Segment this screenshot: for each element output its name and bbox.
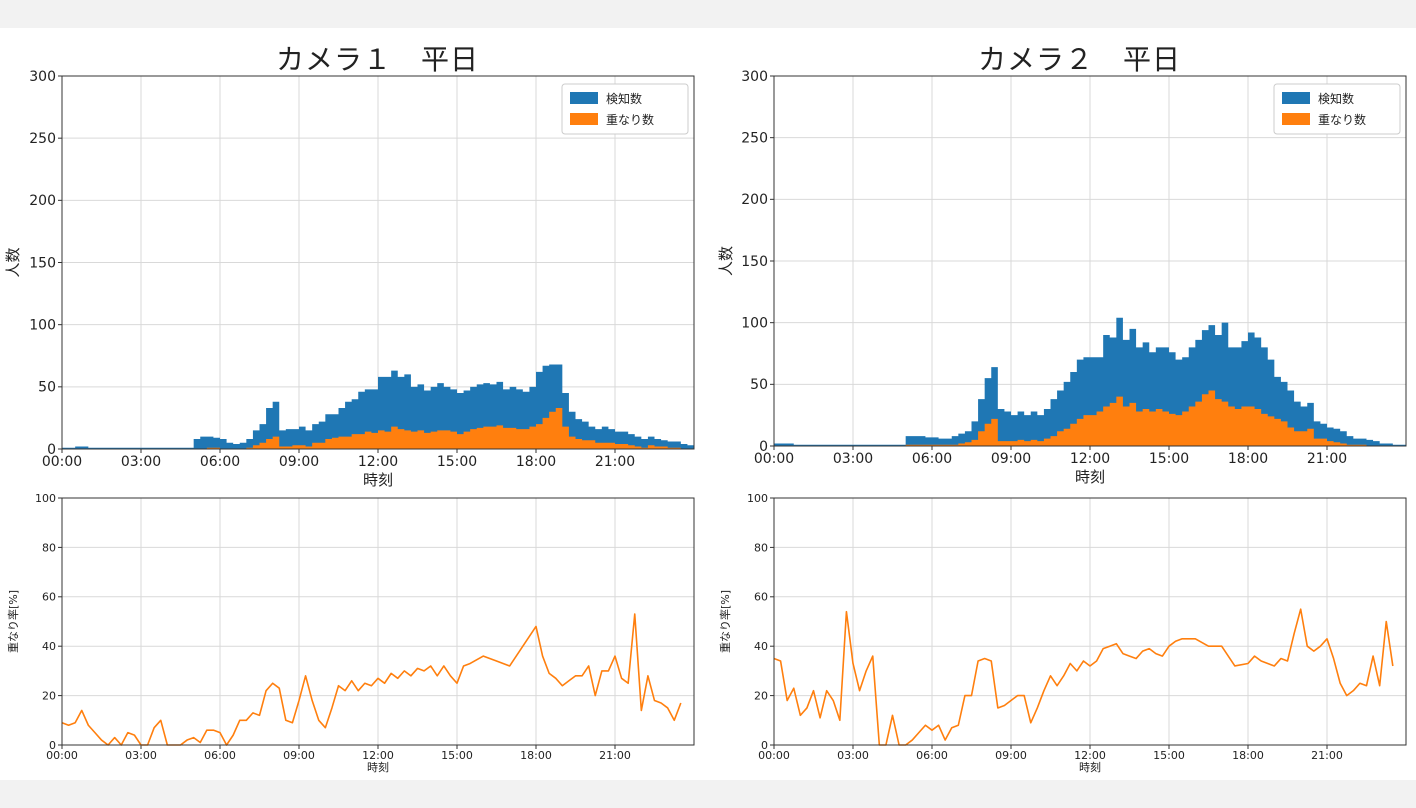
x-tick-label: 12:00 xyxy=(358,454,398,470)
y-tick-label: 40 xyxy=(42,640,56,653)
x-tick-label: 00:00 xyxy=(42,454,82,470)
x-tick-label: 18:00 xyxy=(1228,451,1268,467)
x-tick-label: 21:00 xyxy=(1311,749,1343,762)
x-tick-label: 15:00 xyxy=(1153,749,1185,762)
legend-swatch xyxy=(1282,113,1310,125)
x-axis-label: 時刻 xyxy=(363,471,393,489)
axes-frame xyxy=(61,75,695,450)
x-tick-label: 03:00 xyxy=(833,451,873,467)
y-tick-label: 60 xyxy=(42,591,56,604)
axes-frame xyxy=(61,497,695,746)
y-tick-label: 200 xyxy=(29,193,56,209)
y-tick-label: 0 xyxy=(47,442,56,458)
x-tick-label: 09:00 xyxy=(283,749,315,762)
y-axis-label: 重なり率[%] xyxy=(718,590,732,653)
y-tick-label: 0 xyxy=(49,739,56,752)
y-tick-label: 40 xyxy=(754,640,768,653)
line-series-overlap-rate xyxy=(773,608,1394,746)
x-tick-label: 03:00 xyxy=(121,454,161,470)
legend-label: 検知数 xyxy=(1318,91,1354,106)
chart-title-camera1: カメラ１ 平日 xyxy=(276,43,480,76)
x-tick-label: 09:00 xyxy=(279,454,319,470)
y-tick-label: 300 xyxy=(741,69,768,85)
legend-label: 重なり数 xyxy=(606,112,654,127)
bar-series-overlap xyxy=(62,407,694,449)
y-tick-label: 80 xyxy=(754,541,768,554)
axes-frame xyxy=(773,497,1407,746)
legend-swatch xyxy=(570,92,598,104)
x-tick-label: 21:00 xyxy=(595,454,635,470)
x-axis-label: 時刻 xyxy=(367,760,389,774)
y-axis-label: 人数 xyxy=(717,246,735,276)
y-tick-label: 50 xyxy=(38,380,56,396)
line-series-overlap-rate xyxy=(61,613,682,746)
axes-frame xyxy=(773,75,1407,447)
y-axis-label: 人数 xyxy=(4,247,22,277)
x-tick-label: 21:00 xyxy=(1307,451,1347,467)
y-tick-label: 50 xyxy=(750,377,768,393)
x-axis-label: 時刻 xyxy=(1079,760,1101,774)
legend-label: 重なり数 xyxy=(1318,112,1366,127)
x-tick-label: 00:00 xyxy=(754,451,794,467)
legend-label: 検知数 xyxy=(606,91,642,106)
y-tick-label: 0 xyxy=(759,439,768,455)
x-tick-label: 15:00 xyxy=(1149,451,1189,467)
x-tick-label: 06:00 xyxy=(912,451,952,467)
x-tick-label: 09:00 xyxy=(991,451,1031,467)
x-axis-label: 時刻 xyxy=(1075,468,1105,486)
x-tick-label: 18:00 xyxy=(516,454,556,470)
x-tick-label: 21:00 xyxy=(599,749,631,762)
y-tick-label: 250 xyxy=(29,131,56,147)
x-tick-label: 18:00 xyxy=(520,749,552,762)
x-tick-label: 06:00 xyxy=(916,749,948,762)
y-tick-label: 100 xyxy=(29,318,56,334)
chart-title-camera2: カメラ２ 平日 xyxy=(978,43,1182,76)
x-tick-label: 03:00 xyxy=(837,749,869,762)
x-tick-label: 15:00 xyxy=(437,454,477,470)
x-tick-label: 12:00 xyxy=(1070,451,1110,467)
y-tick-label: 300 xyxy=(29,69,56,85)
y-tick-label: 100 xyxy=(741,316,768,332)
y-tick-label: 200 xyxy=(741,192,768,208)
y-tick-label: 100 xyxy=(35,492,56,505)
x-tick-label: 09:00 xyxy=(995,749,1027,762)
y-tick-label: 100 xyxy=(747,492,768,505)
y-tick-label: 150 xyxy=(29,255,56,271)
x-tick-label: 06:00 xyxy=(200,454,240,470)
legend-swatch xyxy=(1282,92,1310,104)
x-tick-label: 15:00 xyxy=(441,749,473,762)
y-tick-label: 80 xyxy=(42,541,56,554)
y-tick-label: 250 xyxy=(741,131,768,147)
x-tick-label: 00:00 xyxy=(46,749,78,762)
bar-series-overlap xyxy=(774,390,1406,446)
x-tick-label: 06:00 xyxy=(204,749,236,762)
x-tick-label: 12:00 xyxy=(1074,749,1106,762)
x-tick-label: 03:00 xyxy=(125,749,157,762)
y-tick-label: 60 xyxy=(754,591,768,604)
y-axis-label: 重なり率[%] xyxy=(6,590,20,653)
x-tick-label: 12:00 xyxy=(362,749,394,762)
x-tick-label: 18:00 xyxy=(1232,749,1264,762)
x-tick-label: 00:00 xyxy=(758,749,790,762)
y-tick-label: 20 xyxy=(42,689,56,702)
y-tick-label: 20 xyxy=(754,689,768,702)
legend-swatch xyxy=(570,113,598,125)
y-tick-label: 150 xyxy=(741,254,768,270)
y-tick-label: 0 xyxy=(761,739,768,752)
